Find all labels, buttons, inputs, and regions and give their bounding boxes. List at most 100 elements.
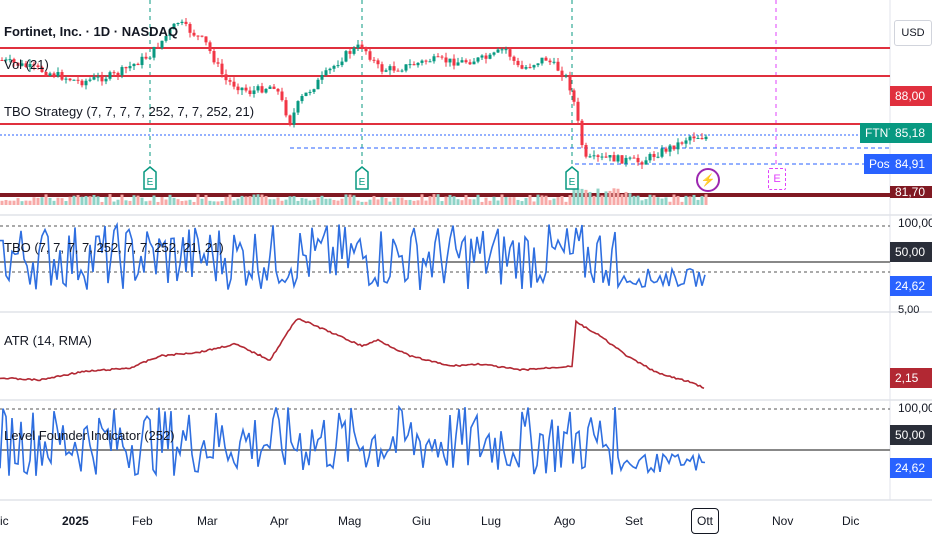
atr-pane-label[interactable]: ATR (14, RMA) xyxy=(4,333,92,348)
tbo-tag-value: 24,62 xyxy=(890,276,932,296)
volume-bar xyxy=(292,196,296,205)
dividend-event-icon[interactable]: ⚡ xyxy=(696,168,720,192)
candle-body xyxy=(188,23,192,33)
volume-bar xyxy=(128,200,132,205)
candle-body xyxy=(76,79,80,81)
volume-bar xyxy=(208,200,212,205)
volume-bar xyxy=(620,194,624,205)
volume-bar xyxy=(400,197,404,205)
volume-bar xyxy=(316,197,320,205)
candle-body xyxy=(172,23,176,30)
volume-bar xyxy=(260,194,264,205)
volume-bar xyxy=(156,201,160,205)
volume-bar xyxy=(248,196,252,205)
candle-body xyxy=(564,75,568,77)
candle-body xyxy=(468,62,472,65)
candle-body xyxy=(604,156,608,158)
upcoming-earnings-marker[interactable]: E xyxy=(768,168,786,190)
volume-indicator-label[interactable]: Vol (21) xyxy=(4,57,49,72)
volume-bar xyxy=(36,197,40,205)
candle-body xyxy=(132,63,136,67)
volume-bar xyxy=(504,196,508,205)
candle-body xyxy=(96,76,100,78)
time-tick: ic xyxy=(0,514,9,528)
volume-bar xyxy=(16,198,20,205)
volume-bar xyxy=(476,194,480,205)
candle-body xyxy=(668,145,672,152)
volume-bar xyxy=(196,194,200,205)
volume-bar xyxy=(28,200,32,205)
volume-bar xyxy=(544,195,548,205)
earnings-marker[interactable]: E xyxy=(143,166,157,190)
candle-body xyxy=(632,157,636,159)
volume-bar xyxy=(472,199,476,205)
tbo-strategy-label[interactable]: TBO Strategy (7, 7, 7, 7, 252, 7, 7, 252… xyxy=(4,104,255,119)
candle-body xyxy=(528,67,532,69)
volume-bar xyxy=(304,198,308,205)
currency-button[interactable]: USD xyxy=(894,20,932,46)
candle-body xyxy=(568,75,572,91)
candle-body xyxy=(432,56,436,62)
candle-body xyxy=(24,63,28,67)
time-tick: Feb xyxy=(132,514,153,528)
candle-body xyxy=(240,87,244,91)
candle-body xyxy=(424,60,428,62)
candle-body xyxy=(80,80,84,86)
volume-bar xyxy=(176,199,180,205)
candle-body xyxy=(300,96,304,102)
volume-bar xyxy=(68,196,72,205)
time-tick: Set xyxy=(625,514,644,528)
earnings-marker[interactable]: E xyxy=(355,166,369,190)
candle-body xyxy=(184,21,188,24)
candle-body xyxy=(496,49,500,53)
volume-bar xyxy=(532,201,536,205)
volume-bar xyxy=(288,196,292,205)
candle-body xyxy=(508,49,512,57)
candle-body xyxy=(452,58,456,66)
volume-bar xyxy=(256,194,260,205)
candle-body xyxy=(520,65,524,69)
candle-body xyxy=(228,80,232,82)
candle-body xyxy=(64,78,68,80)
candle-body xyxy=(492,52,496,55)
candle-body xyxy=(256,86,260,91)
tbo-scale-100: 100,00 xyxy=(898,216,932,230)
volume-bar xyxy=(48,197,52,205)
volume-bar xyxy=(516,199,520,205)
earnings-marker[interactable]: E xyxy=(565,166,579,190)
candle-body xyxy=(656,156,660,158)
symbol-title[interactable]: Fortinet, Inc. · 1D · NASDAQ xyxy=(4,24,179,39)
volume-bar xyxy=(556,197,560,205)
volume-bar xyxy=(4,199,8,205)
tbo-pane-label[interactable]: TBO (7, 7, 7, 7, 252, 7, 7, 252, 21, 21) xyxy=(4,240,224,255)
volume-bar xyxy=(640,200,644,205)
atr-scale-top: 5,00 xyxy=(898,304,920,316)
candle-body xyxy=(144,56,148,59)
volume-bar xyxy=(392,198,396,205)
candle-body xyxy=(244,87,248,91)
time-tick-current[interactable]: Ott xyxy=(691,508,719,534)
candle-body xyxy=(504,49,508,51)
volume-bar xyxy=(580,188,584,205)
time-tick: Mar xyxy=(197,514,218,528)
volume-bar xyxy=(120,194,124,205)
lfi-pane-label[interactable]: Level Founder Indicator (252) xyxy=(4,428,175,443)
atr-tag-value: 2,15 xyxy=(890,368,932,388)
volume-bar xyxy=(380,197,384,205)
candle-body xyxy=(376,60,380,65)
volume-bar xyxy=(296,200,300,205)
candle-body xyxy=(140,56,144,66)
volume-bar xyxy=(344,194,348,205)
candle-body xyxy=(260,86,264,93)
volume-bar xyxy=(276,197,280,205)
volume-bar xyxy=(596,188,600,205)
volume-bar xyxy=(552,198,556,205)
volume-bar xyxy=(216,201,220,205)
volume-bar xyxy=(416,200,420,205)
volume-bar xyxy=(704,194,708,205)
post-market-label: Post xyxy=(864,154,899,174)
candle-body xyxy=(644,160,648,165)
volume-bar xyxy=(396,197,400,205)
candle-body xyxy=(236,86,240,91)
